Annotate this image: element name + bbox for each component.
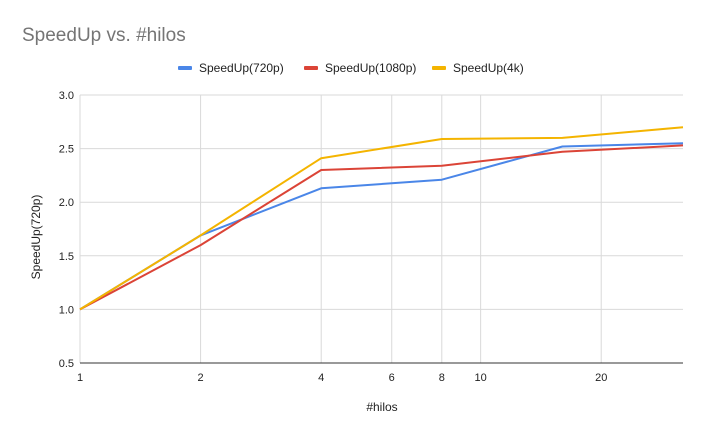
x-tick-label: 6 (389, 372, 395, 384)
y-tick-label: 0.5 (59, 358, 74, 370)
series-line-speedup-4k (79, 126, 684, 311)
chart-title: SpeedUp vs. #hilos (22, 25, 186, 46)
tick-labels: 0.5 1.0 1.5 2.0 2.5 3.0 1 2 4 6 8 10 20 (59, 90, 608, 384)
x-tick-label: 10 (474, 372, 486, 384)
y-tick-label: 3.0 (59, 90, 74, 102)
legend-label: SpeedUp(4k) (453, 61, 524, 75)
y-axis-label: SpeedUp(720p) (29, 195, 43, 280)
series-line-speedup-1080p (79, 144, 684, 311)
x-tick-label: 8 (439, 372, 445, 384)
x-tick-label: 4 (318, 372, 324, 384)
legend-swatch (178, 66, 192, 70)
x-tick-label: 20 (595, 372, 607, 384)
legend: SpeedUp(720p) SpeedUp(1080p) SpeedUp(4k) (178, 61, 524, 75)
x-tick-label: 1 (77, 372, 83, 384)
y-tick-label: 1.5 (59, 251, 74, 263)
y-tick-label: 2.5 (59, 144, 74, 156)
y-tick-label: 2.0 (59, 197, 74, 209)
x-tick-label: 2 (198, 372, 204, 384)
y-tick-label: 1.0 (59, 304, 74, 316)
legend-label: SpeedUp(1080p) (325, 61, 416, 75)
legend-swatch (432, 66, 446, 70)
legend-label: SpeedUp(720p) (199, 61, 284, 75)
legend-swatch (304, 66, 318, 70)
series-lines (79, 126, 684, 311)
x-axis-label: #hilos (366, 400, 397, 414)
